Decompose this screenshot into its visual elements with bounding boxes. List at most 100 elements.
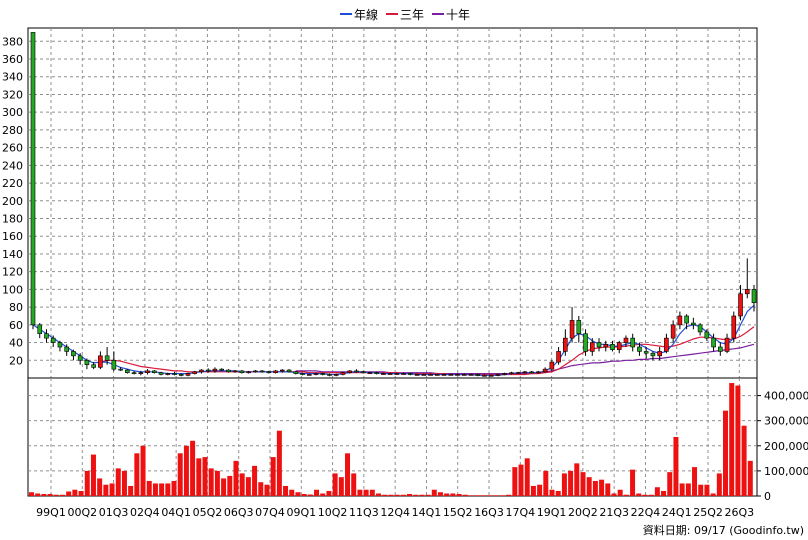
- price-tick-label: 340: [2, 71, 23, 84]
- x-tick-label: 09Q1: [286, 506, 316, 519]
- volume-bar: [456, 493, 462, 496]
- volume-bar: [227, 475, 233, 496]
- candle-body: [44, 333, 49, 339]
- volume-bar: [394, 494, 400, 496]
- volume-bar: [59, 494, 65, 496]
- volume-bar: [376, 493, 382, 496]
- candle-body: [650, 352, 656, 357]
- candle-body: [623, 337, 629, 343]
- price-tick-label: 80: [9, 301, 23, 314]
- candle-body: [178, 374, 184, 376]
- price-tick-label: 380: [2, 35, 23, 48]
- volume-bar: [307, 494, 313, 496]
- volume-bar: [475, 495, 481, 496]
- ma-three-line: [100, 326, 755, 376]
- x-tick-label: 20Q2: [568, 506, 598, 519]
- volume-bar: [661, 490, 667, 496]
- volume-bar: [283, 485, 289, 496]
- volume-bar: [388, 494, 394, 496]
- candle-body: [273, 370, 278, 373]
- candle-body: [104, 355, 110, 361]
- volume-bar: [270, 457, 276, 496]
- candle-body: [536, 371, 541, 374]
- volume-tick-label: 100,000: [764, 465, 808, 478]
- volume-bar: [425, 494, 431, 496]
- volume-bar: [90, 454, 96, 496]
- candle-body: [542, 368, 548, 373]
- candle-body: [711, 337, 716, 348]
- volume-bar: [72, 489, 78, 496]
- x-tick-label: 06Q3: [224, 506, 254, 519]
- volume-bar: [685, 483, 691, 496]
- candle-body: [98, 355, 103, 368]
- volume-bar: [351, 473, 357, 496]
- x-tick-label: 25Q2: [693, 506, 723, 519]
- volume-bar: [698, 484, 704, 496]
- volume-bar: [152, 483, 158, 496]
- volume-bar: [214, 470, 220, 496]
- volume-bar: [190, 440, 196, 496]
- volume-bar: [648, 494, 654, 496]
- volume-bar: [444, 493, 450, 496]
- volume-bar: [605, 483, 611, 496]
- candle-body: [603, 344, 609, 348]
- volume-bar: [326, 490, 332, 496]
- candle-body: [569, 320, 575, 339]
- volume-bar: [357, 489, 363, 496]
- x-tick-label: 14Q1: [412, 506, 442, 519]
- x-tick-label: 24Q1: [662, 506, 692, 519]
- candle-body: [448, 374, 454, 376]
- candle-body: [428, 374, 433, 376]
- price-tick-label: 140: [2, 248, 23, 261]
- candle-body: [589, 342, 595, 352]
- candle-body: [172, 373, 177, 375]
- volume-bar: [642, 494, 648, 496]
- volume-bar: [543, 470, 549, 496]
- candle-body: [84, 359, 90, 366]
- volume-bar: [97, 478, 103, 496]
- candle-body: [131, 372, 137, 374]
- candle-body: [718, 346, 723, 352]
- volume-bar: [400, 494, 406, 496]
- candle-body: [313, 373, 319, 375]
- volume-bar: [462, 494, 468, 496]
- price-panel: 20 40 60 80 100 120 140 160 180 200 220 240 260 280 30…: [2, 27, 758, 379]
- volume-bar: [35, 493, 41, 496]
- candle-body: [670, 324, 676, 339]
- candle-body: [596, 342, 602, 348]
- x-tick-label: 99Q1: [36, 506, 66, 519]
- candle-body: [30, 32, 36, 326]
- legend-label-year: 年線: [354, 7, 378, 22]
- x-tick-label: 15Q2: [443, 506, 473, 519]
- x-tick-label: 07Q4: [255, 506, 285, 519]
- volume-bar: [264, 484, 270, 496]
- candle-body: [637, 346, 642, 352]
- candle-body: [738, 293, 743, 317]
- candle-body: [158, 372, 164, 375]
- volume-bar: [716, 473, 722, 496]
- candle-body: [643, 351, 649, 354]
- volume-bar: [159, 483, 165, 496]
- volume-bar: [692, 467, 698, 496]
- candle-body: [199, 369, 204, 373]
- candle-body: [387, 373, 393, 375]
- candle-body: [192, 371, 198, 374]
- volume-bar: [673, 437, 679, 496]
- volume-bar: [636, 493, 642, 496]
- volume-bar: [165, 483, 171, 496]
- price-tick-label: 260: [2, 142, 23, 155]
- volume-bar: [258, 482, 264, 496]
- candle-body: [253, 370, 258, 373]
- volume-bar: [41, 493, 47, 496]
- candle-body: [677, 315, 683, 326]
- candle-body: [226, 369, 231, 373]
- candle-body: [731, 315, 737, 339]
- volume-bar: [78, 490, 84, 496]
- price-tick-label: 360: [2, 53, 23, 66]
- volume-bar: [481, 495, 487, 496]
- candle-body: [556, 351, 561, 363]
- volume-bar: [53, 494, 59, 496]
- candle-body: [697, 324, 703, 333]
- candle-body: [495, 374, 501, 376]
